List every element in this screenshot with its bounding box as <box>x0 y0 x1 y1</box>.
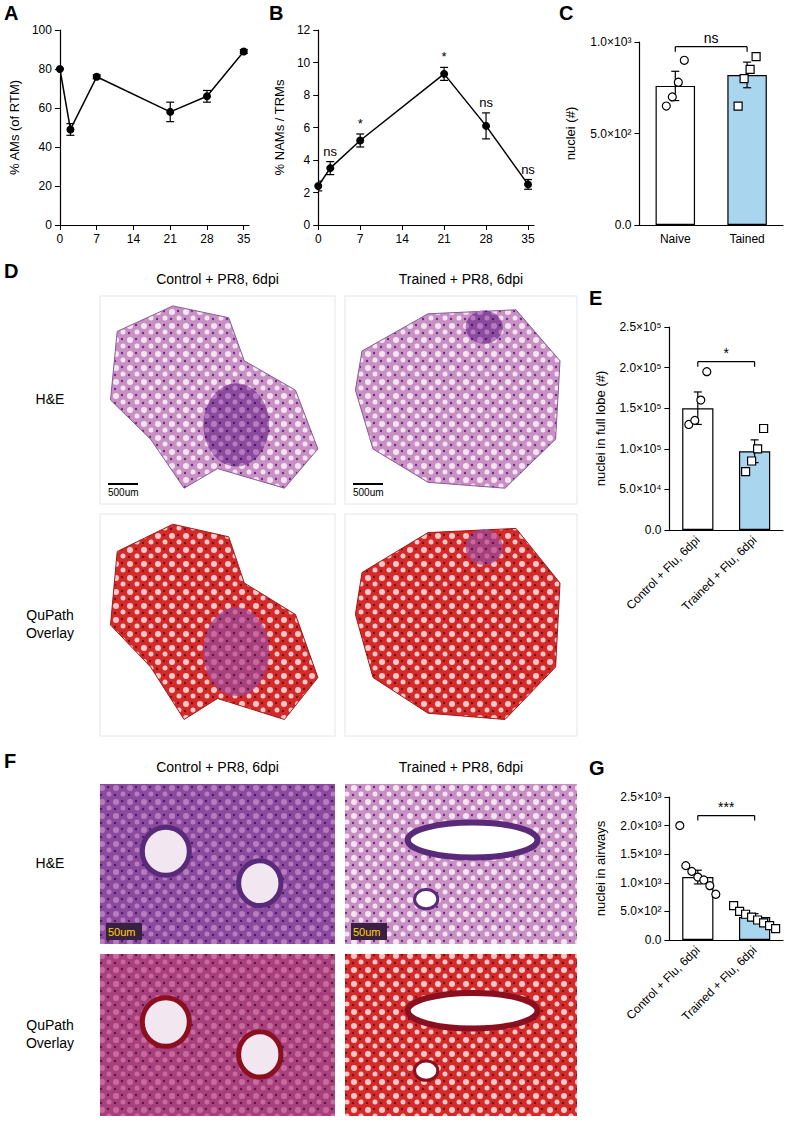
svg-text:H&E: H&E <box>36 391 65 407</box>
html-text:B: B <box>269 2 284 24</box>
svg-text:7: 7 <box>357 232 364 246</box>
svg-text:4: 4 <box>304 153 311 167</box>
svg-text:nuclei (#): nuclei (#) <box>563 107 578 160</box>
svg-text:ns: ns <box>704 30 719 46</box>
svg-text:Control + Flu, 6dpi: Control + Flu, 6dpi <box>623 533 703 613</box>
svg-text:21: 21 <box>164 232 178 246</box>
svg-text:28: 28 <box>200 232 214 246</box>
svg-text:Trained + Flu, 6dpi: Trained + Flu, 6dpi <box>679 533 759 613</box>
svg-text:12: 12 <box>297 23 311 37</box>
svg-text:QuPath: QuPath <box>26 607 73 623</box>
svg-text:10: 10 <box>297 56 311 70</box>
html-text:E: E <box>589 287 603 309</box>
svg-text:500um: 500um <box>108 487 139 498</box>
svg-text:20: 20 <box>39 179 53 193</box>
svg-text:Trained + PR8, 6dpi: Trained + PR8, 6dpi <box>399 271 523 287</box>
svg-text:60: 60 <box>39 101 53 115</box>
svg-text:% AMs (of RTM): % AMs (of RTM) <box>7 80 22 175</box>
svg-text:ns: ns <box>479 95 493 110</box>
svg-text:Trained + PR8, 6dpi: Trained + PR8, 6dpi <box>399 759 523 775</box>
svg-text:1.0×10³: 1.0×10³ <box>590 35 631 49</box>
html-text:A: A <box>4 2 19 24</box>
svg-text:2.0×10³: 2.0×10³ <box>620 819 661 833</box>
svg-text:14: 14 <box>127 232 141 246</box>
svg-text:nuclei in full lobe (#): nuclei in full lobe (#) <box>593 371 608 487</box>
svg-text:500um: 500um <box>353 487 384 498</box>
svg-text:2.0×10⁵: 2.0×10⁵ <box>619 361 661 375</box>
svg-text:35: 35 <box>237 232 251 246</box>
svg-text:1.0×10⁵: 1.0×10⁵ <box>619 442 661 456</box>
svg-text:1.0×10³: 1.0×10³ <box>620 876 661 890</box>
svg-text:Trained + Flu, 6dpi: Trained + Flu, 6dpi <box>679 943 759 1023</box>
svg-text:14: 14 <box>395 232 409 246</box>
svg-text:80: 80 <box>39 62 53 76</box>
svg-text:*: * <box>358 116 363 131</box>
svg-text:2.5×10³: 2.5×10³ <box>620 790 661 804</box>
svg-text:50um: 50um <box>353 926 381 938</box>
svg-text:8: 8 <box>304 88 311 102</box>
svg-text:F: F <box>4 750 16 772</box>
svg-text:2: 2 <box>304 186 311 200</box>
svg-text:0: 0 <box>45 218 52 232</box>
svg-text:Control + PR8, 6dpi: Control + PR8, 6dpi <box>156 759 279 775</box>
svg-text:***: *** <box>718 799 735 815</box>
svg-text:100: 100 <box>32 23 52 37</box>
svg-text:50um: 50um <box>108 926 136 938</box>
svg-text:28: 28 <box>479 232 493 246</box>
svg-text:0.0: 0.0 <box>645 523 662 537</box>
svg-text:Control + Flu, 6dpi: Control + Flu, 6dpi <box>623 943 703 1023</box>
svg-text:2.5×10⁵: 2.5×10⁵ <box>619 320 661 334</box>
svg-text:QuPath: QuPath <box>26 1017 73 1033</box>
svg-text:*: * <box>723 345 729 361</box>
svg-text:5.0×10²: 5.0×10² <box>590 127 631 141</box>
svg-text:Overlay: Overlay <box>26 1035 74 1051</box>
svg-text:0: 0 <box>57 232 64 246</box>
svg-text:0.0: 0.0 <box>645 933 662 947</box>
svg-text:H&E: H&E <box>36 855 65 871</box>
svg-text:D: D <box>4 260 18 282</box>
svg-text:% NAMs / TRMs: % NAMs / TRMs <box>272 79 287 175</box>
svg-text:7: 7 <box>93 232 100 246</box>
svg-text:Control + PR8, 6dpi: Control + PR8, 6dpi <box>156 271 279 287</box>
svg-text:nuclei in airways: nuclei in airways <box>593 820 608 916</box>
svg-text:1.5×10³: 1.5×10³ <box>620 847 661 861</box>
svg-text:5.0×10²: 5.0×10² <box>620 904 661 918</box>
svg-text:0.0: 0.0 <box>615 218 632 232</box>
svg-text:Tained: Tained <box>729 232 764 246</box>
svg-text:5.0×10⁴: 5.0×10⁴ <box>619 482 661 496</box>
svg-text:6: 6 <box>304 121 311 135</box>
svg-text:Naive: Naive <box>660 232 691 246</box>
html-text:G: G <box>589 757 605 779</box>
svg-text:0: 0 <box>304 218 311 232</box>
svg-text:*: * <box>442 49 447 64</box>
svg-text:ns: ns <box>323 144 337 159</box>
svg-text:ns: ns <box>521 162 535 177</box>
html-text:C: C <box>559 2 574 24</box>
svg-text:Overlay: Overlay <box>26 625 74 641</box>
svg-text:21: 21 <box>437 232 451 246</box>
svg-text:40: 40 <box>39 140 53 154</box>
svg-text:35: 35 <box>521 232 535 246</box>
svg-text:1.5×10⁵: 1.5×10⁵ <box>619 401 661 415</box>
svg-text:0: 0 <box>315 232 322 246</box>
